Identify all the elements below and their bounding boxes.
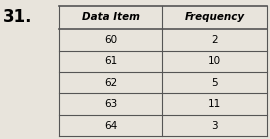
Text: 11: 11	[208, 99, 221, 109]
Text: 63: 63	[104, 99, 117, 109]
Text: 3: 3	[211, 121, 218, 131]
Text: 64: 64	[104, 121, 117, 131]
Text: 62: 62	[104, 78, 117, 88]
Text: 60: 60	[104, 35, 117, 45]
Text: 5: 5	[211, 78, 218, 88]
Text: Frequency: Frequency	[185, 12, 245, 22]
Text: 31.: 31.	[3, 8, 32, 26]
Text: 61: 61	[104, 56, 117, 66]
Text: 2: 2	[211, 35, 218, 45]
Text: Data Item: Data Item	[82, 12, 140, 22]
Text: 10: 10	[208, 56, 221, 66]
